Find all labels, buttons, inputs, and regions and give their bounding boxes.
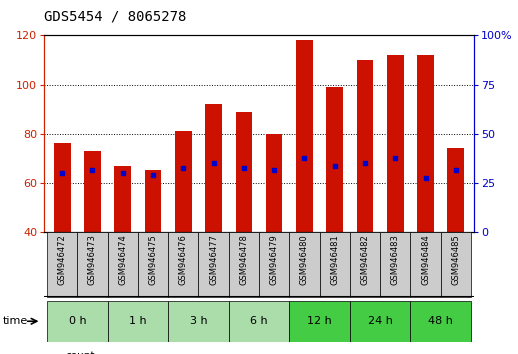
- Text: GSM946482: GSM946482: [361, 234, 369, 285]
- Bar: [236, 112, 252, 232]
- Bar: [145, 171, 161, 232]
- Text: GSM946481: GSM946481: [330, 234, 339, 285]
- Text: GSM946474: GSM946474: [118, 234, 127, 285]
- Bar: [410, 232, 441, 297]
- Bar: [198, 232, 229, 297]
- Bar: [380, 232, 410, 297]
- Text: GSM946473: GSM946473: [88, 234, 97, 285]
- Text: GDS5454 / 8065278: GDS5454 / 8065278: [44, 9, 186, 23]
- Text: 24 h: 24 h: [368, 316, 393, 326]
- Bar: [54, 143, 70, 232]
- Text: 6 h: 6 h: [250, 316, 268, 326]
- Bar: [289, 232, 320, 297]
- Text: 12 h: 12 h: [307, 316, 332, 326]
- Text: GSM946472: GSM946472: [57, 234, 67, 285]
- Bar: [320, 232, 350, 297]
- Bar: [387, 55, 404, 232]
- Bar: [205, 104, 222, 232]
- Bar: [259, 232, 289, 297]
- Bar: [138, 232, 168, 297]
- Bar: [266, 133, 282, 232]
- Bar: [296, 40, 313, 232]
- Bar: [350, 301, 410, 342]
- Text: GSM946478: GSM946478: [239, 234, 248, 285]
- Text: GSM946485: GSM946485: [451, 234, 461, 285]
- Bar: [108, 301, 168, 342]
- Bar: [417, 55, 434, 232]
- Bar: [229, 301, 289, 342]
- Bar: [108, 232, 138, 297]
- Bar: [84, 151, 101, 232]
- Text: GSM946479: GSM946479: [270, 234, 279, 285]
- Text: GSM946483: GSM946483: [391, 234, 400, 285]
- Text: 48 h: 48 h: [428, 316, 453, 326]
- Text: count: count: [65, 351, 95, 354]
- Text: GSM946480: GSM946480: [300, 234, 309, 285]
- Bar: [441, 232, 471, 297]
- Bar: [168, 232, 198, 297]
- Text: GSM946484: GSM946484: [421, 234, 430, 285]
- Text: 3 h: 3 h: [190, 316, 207, 326]
- Bar: [289, 301, 350, 342]
- Text: time: time: [3, 316, 28, 326]
- Text: GSM946477: GSM946477: [209, 234, 218, 285]
- Bar: [410, 301, 471, 342]
- Bar: [326, 87, 343, 232]
- Bar: [448, 148, 464, 232]
- Bar: [47, 301, 108, 342]
- Text: 0 h: 0 h: [68, 316, 86, 326]
- Bar: [357, 60, 373, 232]
- Text: GSM946475: GSM946475: [149, 234, 157, 285]
- Text: 1 h: 1 h: [129, 316, 147, 326]
- Bar: [77, 232, 108, 297]
- Bar: [229, 232, 259, 297]
- Text: GSM946476: GSM946476: [179, 234, 188, 285]
- Bar: [168, 301, 229, 342]
- Bar: [350, 232, 380, 297]
- Bar: [114, 166, 131, 232]
- Bar: [175, 131, 192, 232]
- Bar: [47, 232, 77, 297]
